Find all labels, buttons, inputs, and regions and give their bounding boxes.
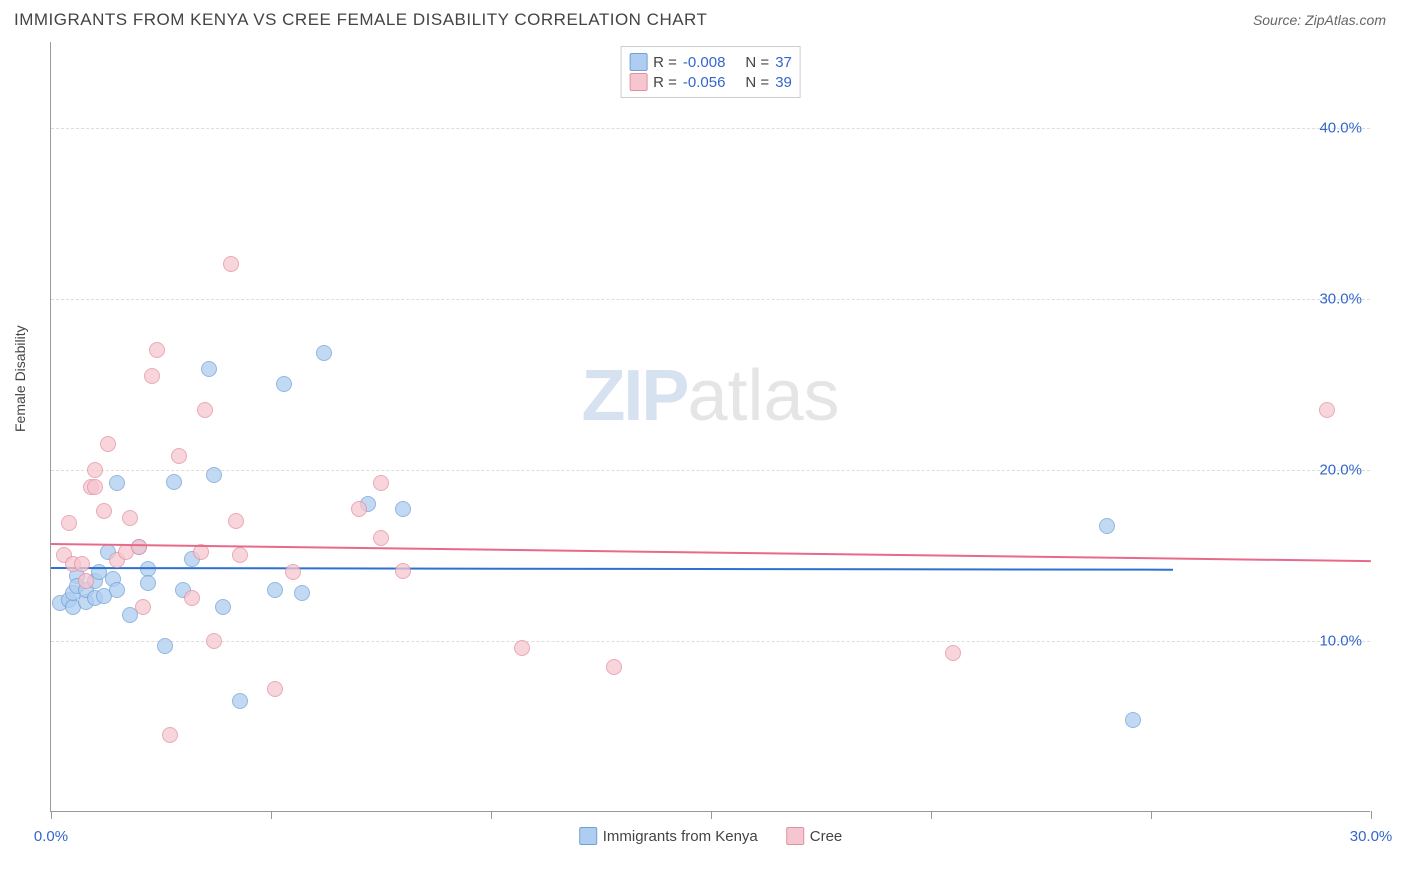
legend-r-label: R = <box>653 54 677 71</box>
data-point <box>109 582 125 598</box>
data-point <box>197 402 213 418</box>
data-point <box>166 474 182 490</box>
y-axis-label: Female Disability <box>12 325 28 432</box>
data-point <box>316 345 332 361</box>
data-point <box>144 368 160 384</box>
watermark-zip: ZIP <box>581 356 687 436</box>
data-point <box>140 575 156 591</box>
legend-r-value: -0.056 <box>683 74 726 91</box>
data-point <box>945 645 961 661</box>
legend-r-value: -0.008 <box>683 54 726 71</box>
data-point <box>122 510 138 526</box>
data-point <box>232 547 248 563</box>
trend-line <box>51 567 1173 571</box>
legend-item: Immigrants from Kenya <box>579 827 758 845</box>
data-point <box>184 590 200 606</box>
y-tick-label: 10.0% <box>1319 632 1362 649</box>
data-point <box>395 563 411 579</box>
source-label: Source: ZipAtlas.com <box>1253 12 1386 28</box>
legend-swatch <box>579 827 597 845</box>
legend-stat-row: R = -0.056 N = 39 <box>629 73 792 91</box>
data-point <box>109 475 125 491</box>
data-point <box>223 256 239 272</box>
data-point <box>87 462 103 478</box>
legend-stats: R = -0.008 N = 37 R = -0.056 N = 39 <box>620 46 801 98</box>
data-point <box>276 376 292 392</box>
gridline <box>51 470 1370 471</box>
chart-container: Female Disability ZIPatlas R = -0.008 N =… <box>14 42 1392 882</box>
legend-n-value: 39 <box>775 74 792 91</box>
data-point <box>232 693 248 709</box>
legend-swatch <box>629 73 647 91</box>
x-tick <box>1371 811 1372 819</box>
x-tick-label: 30.0% <box>1350 828 1393 845</box>
data-point <box>373 475 389 491</box>
data-point <box>61 515 77 531</box>
data-point <box>96 503 112 519</box>
x-tick <box>711 811 712 819</box>
x-tick <box>491 811 492 819</box>
data-point <box>157 638 173 654</box>
data-point <box>100 436 116 452</box>
legend-n-label: N = <box>745 54 769 71</box>
data-point <box>131 539 147 555</box>
watermark: ZIPatlas <box>581 355 839 437</box>
y-tick-label: 30.0% <box>1319 290 1362 307</box>
data-point <box>514 640 530 656</box>
data-point <box>135 599 151 615</box>
legend-label: Cree <box>810 828 843 845</box>
x-tick <box>271 811 272 819</box>
gridline <box>51 299 1370 300</box>
legend-swatch <box>786 827 804 845</box>
data-point <box>294 585 310 601</box>
x-tick-label: 0.0% <box>34 828 68 845</box>
data-point <box>395 501 411 517</box>
data-point <box>228 513 244 529</box>
legend-stat-row: R = -0.008 N = 37 <box>629 53 792 71</box>
data-point <box>606 659 622 675</box>
data-point <box>87 479 103 495</box>
gridline <box>51 641 1370 642</box>
data-point <box>1319 402 1335 418</box>
data-point <box>215 599 231 615</box>
data-point <box>1099 518 1115 534</box>
x-tick <box>931 811 932 819</box>
x-tick <box>51 811 52 819</box>
data-point <box>206 633 222 649</box>
data-point <box>149 342 165 358</box>
legend-item: Cree <box>786 827 843 845</box>
data-point <box>267 582 283 598</box>
legend-label: Immigrants from Kenya <box>603 828 758 845</box>
gridline <box>51 128 1370 129</box>
data-point <box>78 573 94 589</box>
data-point <box>206 467 222 483</box>
data-point <box>351 501 367 517</box>
legend-n-value: 37 <box>775 54 792 71</box>
legend-swatch <box>629 53 647 71</box>
data-point <box>1125 712 1141 728</box>
data-point <box>74 556 90 572</box>
plot-area: ZIPatlas R = -0.008 N = 37 R = -0.056 N = 3… <box>50 42 1370 812</box>
legend-r-label: R = <box>653 74 677 91</box>
data-point <box>373 530 389 546</box>
watermark-atlas: atlas <box>687 356 839 436</box>
y-tick-label: 20.0% <box>1319 461 1362 478</box>
data-point <box>267 681 283 697</box>
data-point <box>285 564 301 580</box>
legend-series: Immigrants from Kenya Cree <box>579 827 843 845</box>
x-tick <box>1151 811 1152 819</box>
data-point <box>162 727 178 743</box>
legend-n-label: N = <box>745 74 769 91</box>
data-point <box>171 448 187 464</box>
chart-title: IMMIGRANTS FROM KENYA VS CREE FEMALE DIS… <box>14 10 707 30</box>
data-point <box>201 361 217 377</box>
y-tick-label: 40.0% <box>1319 119 1362 136</box>
trend-line <box>51 543 1371 562</box>
